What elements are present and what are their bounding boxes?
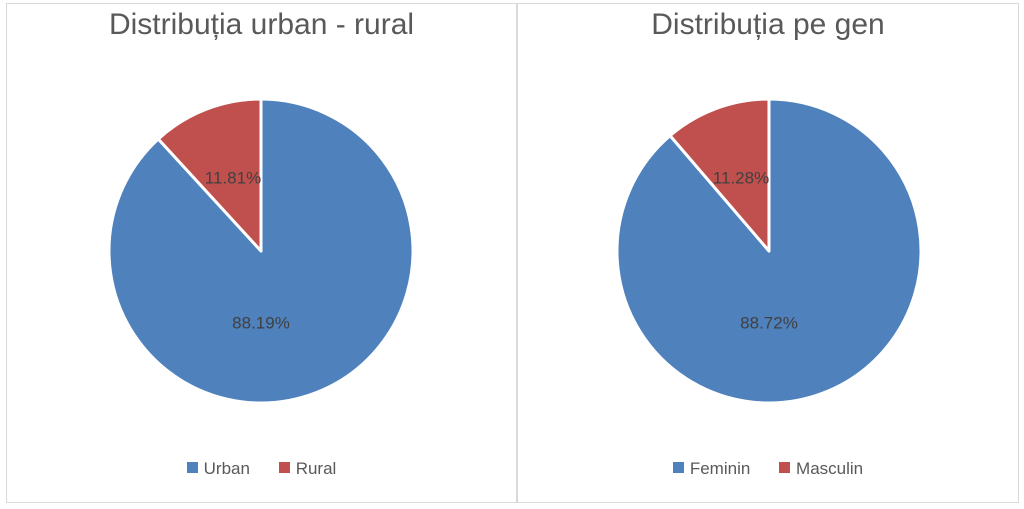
legend-swatch-masculin: [779, 461, 791, 473]
legend-item-masculin: Masculin: [779, 459, 863, 479]
pie-slice-rural: [156, 97, 263, 253]
pie-chart: 88.19% 11.81%: [107, 97, 415, 405]
legend-item-feminin: Feminin: [672, 458, 751, 479]
chart-title: Distribuția urban - rural: [108, 8, 415, 41]
data-label-masculin: 11.28%: [713, 168, 769, 187]
legend-item-rural: Rural: [278, 458, 337, 479]
legend-label-masculin: Masculin: [796, 458, 864, 478]
chart-panel-gender: Distribuția pe gen 88.72% 11.28% Feminin …: [517, 3, 1019, 503]
legend: Feminin Masculin: [518, 458, 1018, 479]
legend-swatch-urban: [186, 461, 198, 473]
data-label-rural: 11.81%: [205, 168, 261, 187]
chart-panel-urban-rural: Distribuția urban - rural 88.19% 11.81% U…: [6, 3, 517, 503]
legend-label-urban: Urban: [203, 458, 250, 478]
legend-label-rural: Rural: [295, 458, 337, 478]
chart-title: Distribuția pe gen: [651, 8, 885, 41]
pie-chart: 88.72% 11.28%: [615, 97, 923, 405]
legend-swatch-rural: [278, 461, 290, 473]
pie-slice-masculin: [668, 97, 771, 253]
legend-item-urban: Urban: [186, 458, 250, 479]
legend-label-feminin: Feminin: [689, 458, 751, 478]
data-label-urban: 88.19%: [232, 313, 290, 332]
legend: Urban Rural: [7, 458, 516, 479]
legend-swatch-feminin: [672, 461, 684, 473]
data-label-feminin: 88.72%: [740, 313, 798, 332]
